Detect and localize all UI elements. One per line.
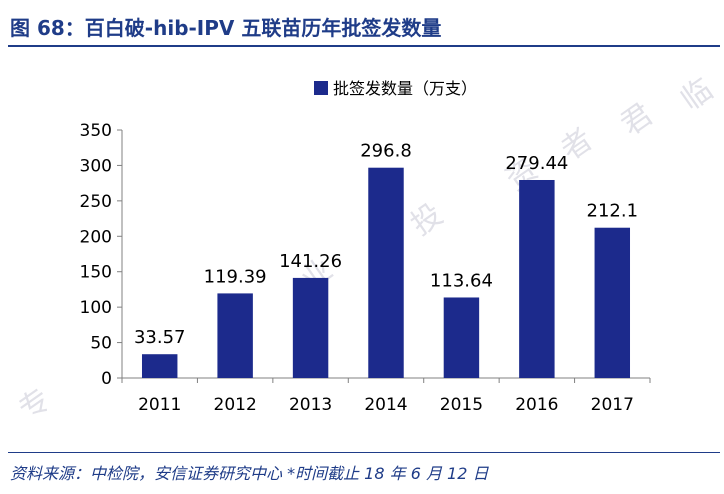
- data-label: 212.1: [587, 201, 639, 222]
- title-underline: [8, 45, 720, 47]
- legend-swatch: [314, 81, 328, 95]
- bar: [292, 277, 329, 378]
- bar: [443, 297, 480, 378]
- y-tick-label: 50: [90, 334, 112, 354]
- y-tick-label: 150: [80, 263, 112, 283]
- bar: [594, 227, 631, 378]
- data-label: 141.26: [279, 251, 342, 272]
- data-label: 279.44: [505, 153, 568, 174]
- footer-rule: [8, 452, 720, 453]
- data-label: 113.64: [430, 270, 493, 291]
- bar: [519, 179, 555, 378]
- y-tick-label: 200: [80, 227, 112, 247]
- x-tick-label: 2015: [440, 395, 483, 415]
- x-tick-label: 2012: [214, 395, 257, 415]
- data-label: 119.39: [204, 266, 267, 287]
- y-tick-label: 250: [80, 192, 112, 212]
- data-label: 33.57: [134, 327, 186, 348]
- x-tick-label: 2011: [138, 395, 181, 415]
- data-label: 296.8: [360, 141, 412, 162]
- bar: [368, 167, 404, 378]
- x-tick-label: 2017: [591, 395, 634, 415]
- legend-label: 批签发数量（万支）: [333, 79, 477, 98]
- source-note: 资料来源：中检院，安信证券研究中心 *时间截止 18 年 6 月 12 日: [10, 464, 489, 483]
- bar: [141, 354, 178, 378]
- x-tick-label: 2016: [515, 395, 558, 415]
- y-tick-label: 0: [101, 369, 112, 389]
- y-tick-label: 300: [80, 156, 112, 176]
- figure-title: 图 68：百白破-hib-IPV 五联苗历年批签发数量: [10, 16, 442, 40]
- y-tick-label: 350: [80, 121, 112, 141]
- x-tick-label: 2014: [364, 395, 407, 415]
- bar: [217, 293, 253, 378]
- y-tick-label: 100: [80, 298, 112, 318]
- x-tick-label: 2013: [289, 395, 332, 415]
